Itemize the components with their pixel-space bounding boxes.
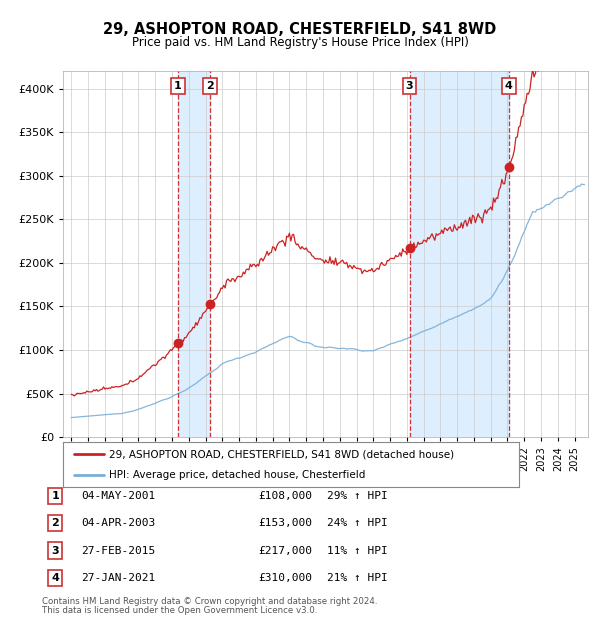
Text: Price paid vs. HM Land Registry's House Price Index (HPI): Price paid vs. HM Land Registry's House …: [131, 36, 469, 49]
Bar: [178, 71, 210, 437]
Text: £108,000: £108,000: [258, 491, 312, 501]
Text: 29, ASHOPTON ROAD, CHESTERFIELD, S41 8WD: 29, ASHOPTON ROAD, CHESTERFIELD, S41 8WD: [103, 22, 497, 37]
Text: 3: 3: [52, 546, 59, 556]
Text: 29% ↑ HPI: 29% ↑ HPI: [327, 491, 388, 501]
Point: [173, 338, 182, 348]
Text: 1: 1: [52, 491, 59, 501]
Text: 11% ↑ HPI: 11% ↑ HPI: [327, 546, 388, 556]
Text: 4: 4: [51, 573, 59, 583]
Text: 3: 3: [406, 81, 413, 91]
Point: [205, 299, 215, 309]
Text: 29, ASHOPTON ROAD, CHESTERFIELD, S41 8WD (detached house): 29, ASHOPTON ROAD, CHESTERFIELD, S41 8WD…: [109, 449, 454, 459]
Point: [504, 162, 514, 172]
Text: 27-JAN-2021: 27-JAN-2021: [81, 573, 155, 583]
Text: 04-APR-2003: 04-APR-2003: [81, 518, 155, 528]
Point: [405, 243, 415, 253]
Bar: [410, 71, 509, 437]
Text: Contains HM Land Registry data © Crown copyright and database right 2024.: Contains HM Land Registry data © Crown c…: [42, 597, 377, 606]
Text: 2: 2: [52, 518, 59, 528]
Text: 24% ↑ HPI: 24% ↑ HPI: [327, 518, 388, 528]
Text: HPI: Average price, detached house, Chesterfield: HPI: Average price, detached house, Ches…: [109, 469, 365, 480]
Text: 2: 2: [206, 81, 214, 91]
Text: 27-FEB-2015: 27-FEB-2015: [81, 546, 155, 556]
Text: £217,000: £217,000: [258, 546, 312, 556]
Text: 21% ↑ HPI: 21% ↑ HPI: [327, 573, 388, 583]
Text: 04-MAY-2001: 04-MAY-2001: [81, 491, 155, 501]
Text: £310,000: £310,000: [258, 573, 312, 583]
Text: 1: 1: [174, 81, 182, 91]
Text: This data is licensed under the Open Government Licence v3.0.: This data is licensed under the Open Gov…: [42, 606, 317, 615]
Text: £153,000: £153,000: [258, 518, 312, 528]
Text: 4: 4: [505, 81, 512, 91]
